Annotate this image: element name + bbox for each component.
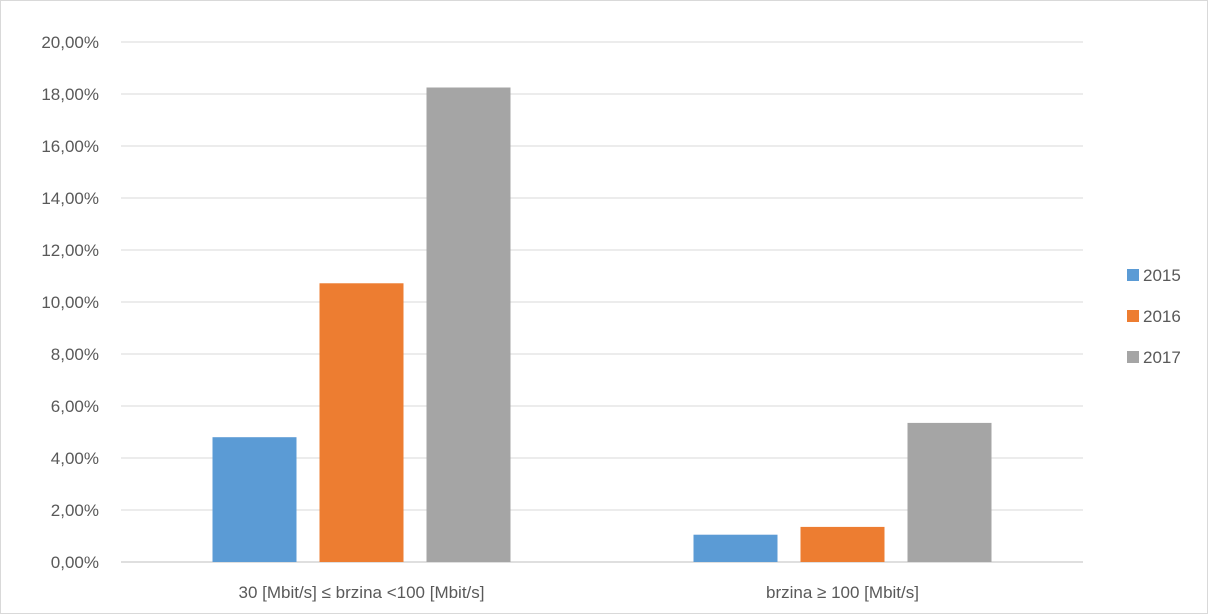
- bar-2017-1: [426, 87, 511, 562]
- legend-label: 2016: [1143, 307, 1181, 326]
- bar-2015-1: [212, 437, 297, 562]
- y-tick-label: 6,00%: [51, 397, 99, 416]
- y-tick-label: 2,00%: [51, 501, 99, 520]
- y-tick-label: 12,00%: [41, 241, 99, 260]
- y-tick-label: 14,00%: [41, 189, 99, 208]
- bar-2017-2: [907, 422, 992, 562]
- bar-2016-2: [800, 526, 885, 562]
- y-tick-label: 8,00%: [51, 345, 99, 364]
- y-tick-label: 10,00%: [41, 293, 99, 312]
- bar-2016-1: [319, 283, 404, 562]
- x-axis-ticks: 30 [Mbit/s] ≤ brzina <100 [Mbit/s] brzina…: [238, 583, 918, 602]
- y-tick-label: 0,00%: [51, 553, 99, 572]
- legend-label: 2017: [1143, 348, 1181, 367]
- legend-item-2015[interactable]: 2015: [1127, 266, 1181, 285]
- legend-item-2016[interactable]: 2016: [1127, 307, 1181, 326]
- legend-item-2017[interactable]: 2017: [1127, 348, 1181, 367]
- x-tick-label: brzina ≥ 100 [Mbit/s]: [766, 583, 919, 602]
- legend-swatch: [1127, 351, 1139, 363]
- y-tick-label: 16,00%: [41, 137, 99, 156]
- y-tick-label: 4,00%: [51, 449, 99, 468]
- y-tick-label: 18,00%: [41, 85, 99, 104]
- legend-swatch: [1127, 269, 1139, 281]
- legend-swatch: [1127, 310, 1139, 322]
- bar-2015-2: [693, 534, 778, 562]
- y-tick-label: 20,00%: [41, 33, 99, 52]
- x-tick-label: 30 [Mbit/s] ≤ brzina <100 [Mbit/s]: [238, 583, 484, 602]
- legend[interactable]: 2015 2016 2017: [1127, 266, 1181, 367]
- legend-label: 2015: [1143, 266, 1181, 285]
- bars: [212, 87, 992, 562]
- y-axis-ticks: 0,00% 2,00% 4,00% 6,00% 8,00% 10,00% 12,00% 14,…: [41, 33, 99, 572]
